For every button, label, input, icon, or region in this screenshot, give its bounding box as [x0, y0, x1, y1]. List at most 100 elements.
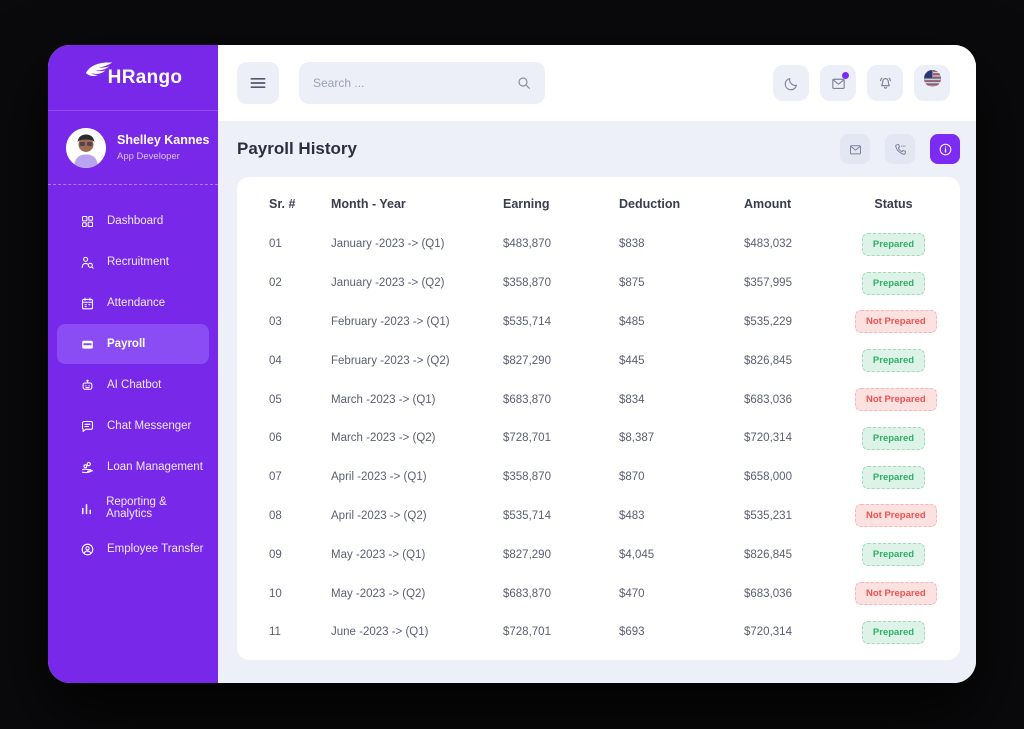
- phone-icon: [894, 143, 906, 155]
- sidebar-item-recruitment[interactable]: Recruitment: [57, 242, 209, 282]
- cell-month: April -2023 -> (Q1): [331, 471, 427, 484]
- sidebar-item-attendance[interactable]: Attendance: [57, 283, 209, 323]
- cell-amount: $720,314: [744, 432, 792, 445]
- sidebar-item-chat-messenger[interactable]: Chat Messenger: [57, 406, 209, 446]
- user-search-icon: [79, 254, 95, 270]
- table-row: 08 April -2023 -> (Q2) $535,714 $483 $53…: [269, 497, 937, 536]
- us-flag-icon: [919, 70, 945, 96]
- status-badge: Prepared: [861, 349, 926, 373]
- email-action-button[interactable]: [840, 134, 870, 164]
- main-area: Payroll History Sr. # Month - Yea: [218, 45, 976, 683]
- sidebar-item-dashboard[interactable]: Dashboard: [57, 201, 209, 241]
- sidebar-item-label: Reporting & Analytics: [106, 496, 167, 520]
- cell-deduction: $693: [619, 626, 645, 639]
- cell-earning: $827,290: [503, 548, 551, 561]
- user-role: App Developer: [117, 150, 180, 162]
- column-header: Deduction: [619, 197, 681, 211]
- cell-sr: 07: [269, 471, 282, 484]
- cell-deduction: $834: [619, 393, 645, 406]
- sidebar-item-reporting-analytics[interactable]: Reporting & Analytics: [57, 488, 209, 528]
- dark-mode-button[interactable]: [773, 65, 809, 101]
- cell-amount: $826,845: [744, 548, 792, 561]
- table-row: 09 May -2023 -> (Q1) $827,290 $4,045 $82…: [269, 535, 932, 574]
- cell-earning: $483,870: [503, 238, 551, 251]
- sidebar-item-label: Payroll: [107, 338, 146, 350]
- messages-button[interactable]: [820, 65, 856, 101]
- cell-earning: $827,290: [503, 354, 551, 367]
- cell-deduction: $485: [619, 315, 645, 328]
- table-header-row: Sr. # Month - Year Earning Deduction Amo…: [269, 183, 932, 225]
- cell-earning: $728,701: [503, 432, 551, 445]
- cell-sr: 03: [269, 315, 282, 328]
- cell-month: February -2023 -> (Q1): [331, 315, 450, 328]
- table-row: 07 April -2023 -> (Q1) $358,870 $870 $65…: [269, 458, 932, 497]
- chat-icon: [79, 418, 95, 434]
- cell-sr: 09: [269, 548, 282, 561]
- sidebar-item-ai-chatbot[interactable]: AI Chatbot: [57, 365, 209, 405]
- person-avatar: [66, 127, 106, 168]
- moon-icon: [784, 77, 797, 90]
- cell-sr: 01: [269, 238, 282, 251]
- status-badge: Prepared: [861, 232, 926, 256]
- cell-sr: 04: [269, 354, 282, 367]
- cell-deduction: $445: [619, 354, 645, 367]
- sidebar-item-employee-transfer[interactable]: Employee Transfer: [57, 529, 209, 569]
- table-row: 03 February -2023 -> (Q1) $535,714 $485 …: [269, 303, 937, 342]
- search-input[interactable]: [313, 76, 516, 90]
- table-row: 10 May -2023 -> (Q2) $683,870 $470 $683,…: [269, 574, 937, 613]
- cell-deduction: $483: [619, 509, 645, 522]
- table-row: 05 March -2023 -> (Q1) $683,870 $834 $68…: [269, 380, 937, 419]
- column-header: Status: [874, 197, 913, 211]
- cell-amount: $683,036: [744, 393, 792, 406]
- cell-sr: 02: [269, 277, 282, 290]
- cell-month: June -2023 -> (Q1): [331, 626, 429, 639]
- column-header: Earning: [503, 197, 550, 211]
- page-header: Payroll History: [218, 121, 976, 177]
- payroll-table: Sr. # Month - Year Earning Deduction Amo…: [237, 177, 960, 660]
- cell-month: January -2023 -> (Q1): [331, 238, 445, 251]
- cell-sr: 08: [269, 509, 282, 522]
- cell-sr: 11: [269, 626, 281, 639]
- cell-earning: $535,714: [503, 509, 551, 522]
- user-profile[interactable]: Shelley Kannes App Developer: [48, 111, 218, 185]
- cell-deduction: $838: [619, 238, 645, 251]
- user-circle-icon: [79, 541, 95, 557]
- cell-deduction: $4,045: [619, 548, 655, 561]
- cell-earning: $535,714: [503, 315, 551, 328]
- sidebar-item-label: Dashboard: [107, 215, 164, 227]
- cell-sr: 10: [269, 587, 282, 600]
- cell-earning: $683,870: [503, 587, 551, 600]
- cell-sr: 05: [269, 393, 282, 406]
- cell-amount: $658,000: [744, 471, 792, 484]
- info-icon: [939, 143, 951, 155]
- avatar: [66, 127, 106, 168]
- sidebar-item-payroll[interactable]: Payroll: [57, 324, 209, 364]
- app-window: HRango Shelley Kannes App Developer: [48, 45, 976, 683]
- hamburger-icon: [250, 78, 266, 88]
- bell-icon: [879, 77, 891, 89]
- search-box: [299, 62, 545, 104]
- menu-toggle-button[interactable]: [237, 62, 279, 104]
- status-badge: Prepared: [861, 620, 926, 644]
- content-panel: Payroll History Sr. # Month - Yea: [218, 121, 976, 683]
- app-name: HRango: [107, 66, 183, 88]
- cell-month: March -2023 -> (Q2): [331, 432, 436, 445]
- column-header: Amount: [744, 197, 792, 211]
- table-row: 11 June -2023 -> (Q1) $728,701 $693 $720…: [269, 613, 932, 652]
- cell-month: April -2023 -> (Q2): [331, 509, 427, 522]
- hand-coins-icon: [79, 459, 95, 475]
- cell-amount: $535,231: [744, 509, 792, 522]
- notifications-button[interactable]: [867, 65, 903, 101]
- table-row: 06 March -2023 -> (Q2) $728,701 $8,387 $…: [269, 419, 932, 458]
- bar-chart-icon: [79, 500, 94, 516]
- status-badge: Prepared: [861, 271, 926, 295]
- phone-action-button[interactable]: [885, 134, 915, 164]
- wing-icon: [85, 61, 112, 76]
- cell-deduction: $470: [619, 587, 645, 600]
- cell-amount: $683,036: [744, 587, 792, 600]
- table-row: 04 February -2023 -> (Q2) $827,290 $445 …: [269, 341, 932, 380]
- info-action-button[interactable]: [930, 134, 960, 164]
- user-name: Shelley Kannes: [117, 133, 210, 148]
- sidebar-item-loan-management[interactable]: Loan Management: [57, 447, 209, 487]
- language-button[interactable]: [914, 65, 950, 101]
